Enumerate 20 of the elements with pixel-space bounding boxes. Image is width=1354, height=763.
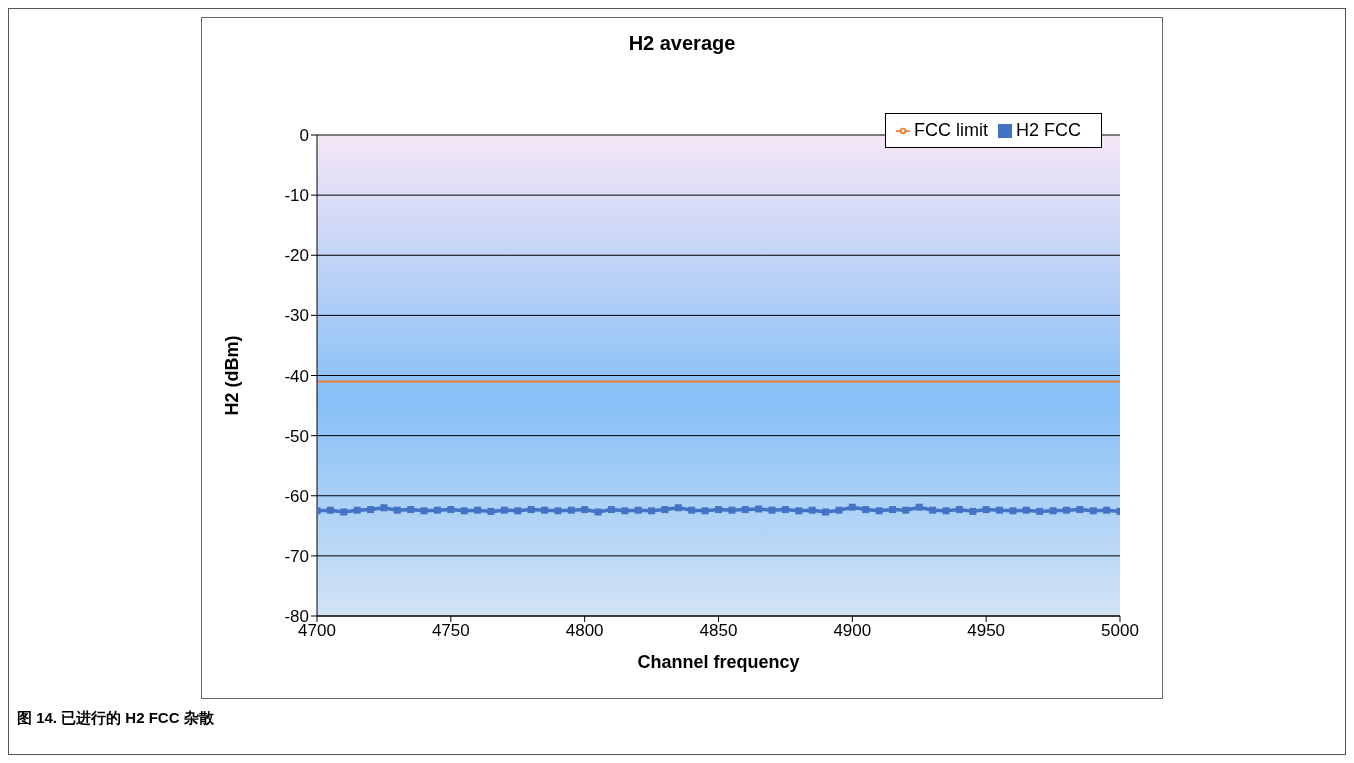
y-tick-label: -20 (284, 246, 309, 266)
y-axis-title: H2 (dBm) (222, 335, 243, 416)
x-axis-title: Channel frequency (637, 652, 800, 672)
y-tick-label: -70 (284, 546, 309, 566)
x-tick-label: 4800 (565, 621, 604, 641)
y-tick-label: -10 (284, 186, 309, 206)
chart-title: H2 average (627, 32, 737, 55)
y-tick-label: -50 (284, 426, 309, 446)
y-tick-label: 0 (299, 126, 309, 146)
y-tick-label: -60 (284, 486, 309, 506)
legend-label: FCC limit (913, 120, 988, 140)
x-tick-label: 5000 (1101, 621, 1139, 641)
x-tick-label: 4900 (833, 621, 872, 641)
y-tick-label: -40 (284, 366, 309, 386)
x-tick-label: 4750 (431, 621, 470, 641)
x-tick-label: 4950 (967, 621, 1006, 641)
y-tick-label: -30 (284, 306, 309, 326)
caption: 图 14. 已进行的 H2 FCC 杂散 (17, 709, 214, 728)
legend-label: H2 FCC (1015, 120, 1081, 140)
x-tick-label: 4850 (699, 621, 738, 641)
